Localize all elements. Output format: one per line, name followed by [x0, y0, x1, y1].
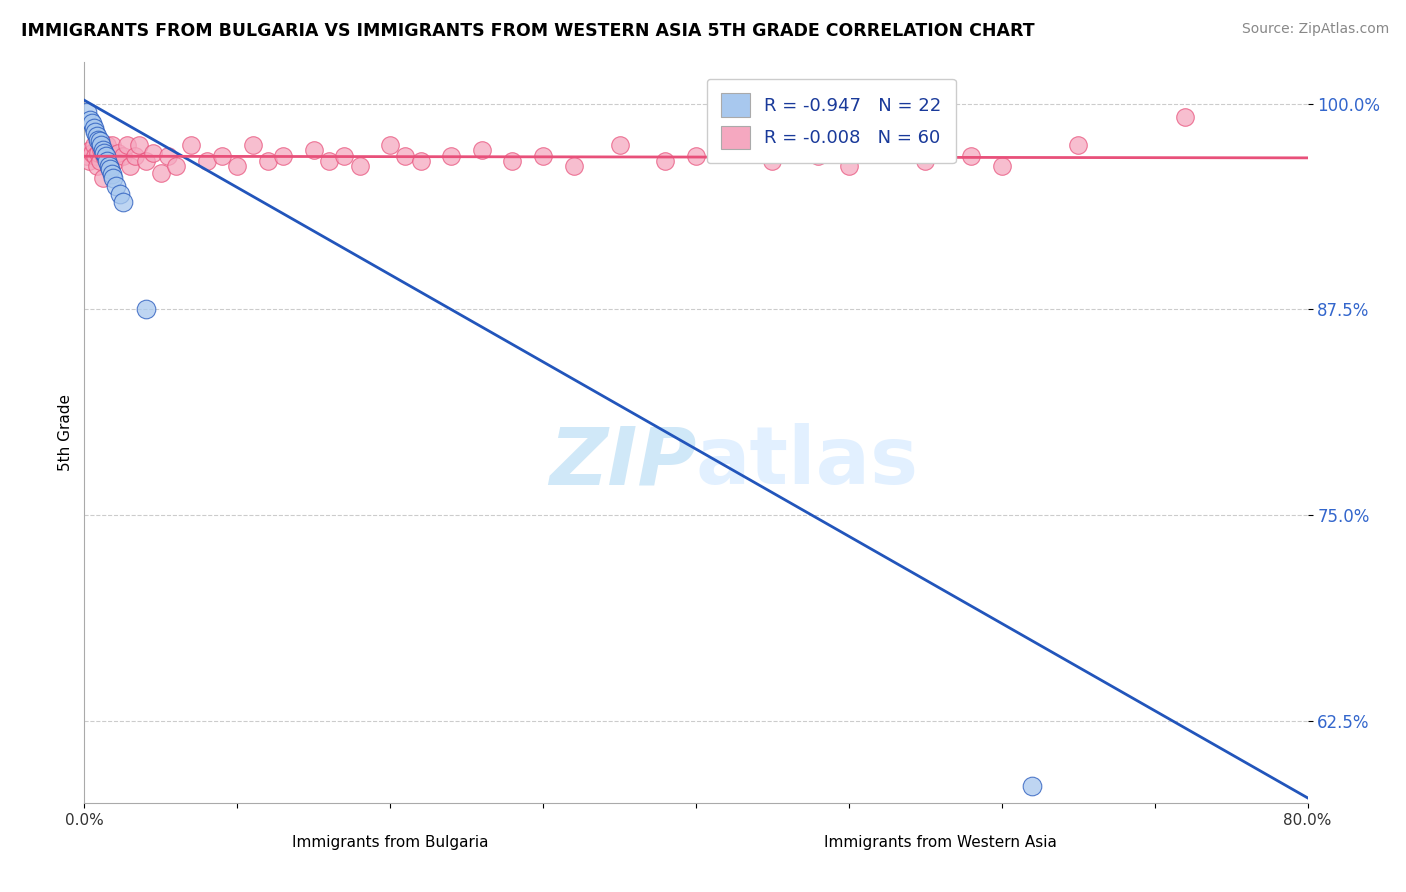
Point — [380, 137, 402, 152]
Point — [838, 159, 860, 173]
Point — [318, 154, 340, 169]
Point — [83, 137, 105, 152]
Point — [101, 137, 124, 152]
Point — [93, 149, 115, 163]
Point — [91, 170, 114, 185]
Point — [91, 143, 114, 157]
Point — [562, 159, 585, 173]
Point — [90, 143, 112, 157]
Point — [79, 113, 101, 128]
Point — [77, 154, 100, 169]
Text: atlas: atlas — [696, 423, 920, 501]
Point — [180, 137, 202, 152]
Point — [89, 135, 111, 149]
Point — [609, 137, 631, 152]
Point — [471, 143, 494, 157]
Point — [128, 137, 150, 152]
Point — [111, 195, 134, 210]
Point — [98, 145, 121, 160]
Point — [115, 137, 138, 152]
Point — [80, 116, 103, 130]
Point — [761, 154, 783, 169]
Point — [1174, 110, 1197, 124]
Point — [76, 104, 98, 119]
Point — [107, 145, 129, 160]
Point — [84, 124, 107, 138]
Point — [1021, 780, 1043, 794]
Point — [1067, 137, 1090, 152]
Point — [157, 149, 180, 163]
Point — [83, 121, 105, 136]
Point — [105, 178, 128, 193]
Legend: R = -0.947   N = 22, R = -0.008   N = 60: R = -0.947 N = 22, R = -0.008 N = 60 — [707, 78, 956, 163]
Point — [96, 137, 118, 152]
Point — [869, 137, 891, 152]
Point — [914, 154, 936, 169]
Text: IMMIGRANTS FROM BULGARIA VS IMMIGRANTS FROM WESTERN ASIA 5TH GRADE CORRELATION C: IMMIGRANTS FROM BULGARIA VS IMMIGRANTS F… — [21, 22, 1035, 40]
Text: Immigrants from Western Asia: Immigrants from Western Asia — [824, 835, 1057, 850]
Point — [108, 187, 131, 202]
Point — [440, 149, 463, 163]
Point — [89, 154, 111, 169]
Point — [135, 302, 157, 317]
Point — [103, 170, 125, 185]
Text: ZIP: ZIP — [548, 423, 696, 501]
Point — [104, 154, 127, 169]
Point — [271, 149, 294, 163]
Point — [991, 159, 1014, 173]
Point — [165, 159, 187, 173]
Point — [149, 166, 172, 180]
Point — [80, 145, 103, 160]
Point — [531, 149, 554, 163]
Point — [86, 129, 108, 144]
Point — [90, 137, 112, 152]
Point — [349, 159, 371, 173]
Point — [257, 154, 280, 169]
Point — [333, 149, 356, 163]
Point — [960, 149, 983, 163]
Point — [76, 149, 98, 163]
Point — [685, 149, 707, 163]
Point — [135, 154, 157, 169]
Point — [111, 149, 134, 163]
Point — [101, 167, 124, 181]
Point — [84, 149, 107, 163]
Point — [654, 154, 676, 169]
Point — [502, 154, 524, 169]
Text: Immigrants from Bulgaria: Immigrants from Bulgaria — [292, 835, 488, 850]
Point — [98, 162, 121, 177]
Point — [120, 159, 142, 173]
Point — [716, 143, 738, 157]
Text: Source: ZipAtlas.com: Source: ZipAtlas.com — [1241, 22, 1389, 37]
Point — [302, 143, 325, 157]
Point — [242, 137, 264, 152]
Point — [87, 133, 110, 147]
Point — [94, 149, 117, 163]
Point — [226, 159, 249, 173]
Point — [807, 149, 830, 163]
Point — [93, 145, 115, 160]
Point — [142, 145, 165, 160]
Point — [211, 149, 233, 163]
Point — [195, 154, 218, 169]
Point — [96, 154, 118, 169]
Point — [97, 159, 120, 173]
Point — [394, 149, 416, 163]
Point — [86, 159, 108, 173]
Point — [87, 145, 110, 160]
Y-axis label: 5th Grade: 5th Grade — [58, 394, 73, 471]
Point — [79, 143, 101, 157]
Point — [409, 154, 432, 169]
Point — [124, 149, 146, 163]
Point — [97, 154, 120, 169]
